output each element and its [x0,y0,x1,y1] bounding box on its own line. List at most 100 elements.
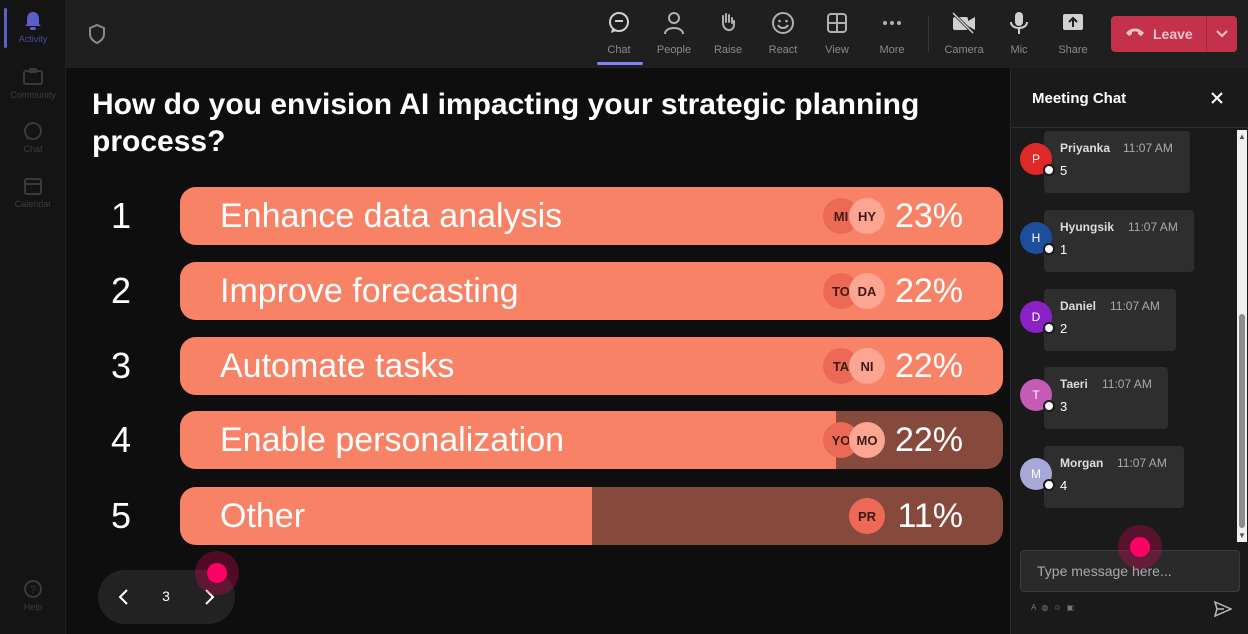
microphone-icon [1006,10,1032,36]
chat-message[interactable]: Taeri 11:07 AM 3 T [1011,367,1241,431]
share-label: Share [1058,44,1088,56]
rail-item-activity[interactable]: Activity [0,10,66,60]
message-bubble: Priyanka 11:07 AM 5 [1044,131,1190,193]
more-dots-icon [879,10,905,36]
poll-option-bar[interactable]: Enhance data analysis MI HY 23% [180,187,1003,245]
community-icon [22,66,44,88]
grid-view-icon [824,10,850,36]
share-button[interactable]: Share [1048,10,1098,60]
send-icon [1213,600,1233,618]
voter-avatar: PR [849,498,885,534]
mic-label: Mic [1010,44,1028,56]
poll-option-percent: 11% [897,497,963,535]
emoji-icon [770,10,796,36]
chat-message[interactable]: Daniel 11:07 AM 2 D [1011,289,1241,353]
chat-button[interactable]: Chat [594,10,644,60]
chat-message[interactable]: Morgan 11:07 AM 4 M [1011,446,1241,510]
voter-avatar: NI [849,348,885,384]
rail-label: Help [23,602,43,612]
bell-icon [22,10,44,32]
poll-option-label: Automate tasks [220,347,455,385]
scroll-up-arrow-icon[interactable]: ▲ [1238,132,1246,141]
message-text: 2 [1060,321,1068,336]
people-button[interactable]: People [649,10,699,60]
message-bubble: Taeri 11:07 AM 3 [1044,367,1168,429]
chat-scrollbar[interactable]: ▲ ▼ [1237,130,1247,542]
more-button[interactable]: More [867,10,917,60]
poll-option-bar[interactable]: Enable personalization YO MO 22% [180,411,1003,469]
meeting-toolbar: Chat People Raise React View More [66,0,1248,68]
gif-icon[interactable]: ▣ [1066,603,1075,612]
emoji-picker-icon[interactable]: ☺ [1053,603,1062,612]
option-number: 3 [110,345,132,386]
previous-page-button[interactable] [114,587,134,607]
close-icon [1211,92,1223,104]
chevron-right-icon [205,589,215,605]
rail-label: Chat [23,144,43,154]
raise-hand-button[interactable]: Raise [703,10,753,60]
format-text-icon[interactable]: A [1031,603,1037,612]
chevron-down-icon [1216,25,1228,43]
option-number: 1 [110,195,132,236]
chat-icon [22,120,44,142]
chat-title: Meeting Chat [1032,90,1127,107]
option-number: 2 [110,270,132,311]
message-sender: Taeri [1060,377,1088,391]
scroll-down-arrow-icon[interactable]: ▼ [1238,531,1246,540]
poll-option-bar[interactable]: Improve forecasting TO DA 22% [180,262,1003,320]
poll-option-percent: 22% [894,347,963,385]
message-sender: Priyanka [1060,141,1111,155]
rail-item-chat[interactable]: Chat [0,120,66,170]
message-text: 1 [1060,242,1068,257]
message-time: 11:07 AM [1123,141,1173,155]
pointer-indicator [1118,525,1162,569]
scrollbar-thumb[interactable] [1239,314,1245,528]
presence-status-icon [1043,243,1055,255]
calendar-icon [22,175,44,197]
chat-bubble-icon [606,10,632,36]
presence-status-icon [1043,322,1055,334]
chat-header: Meeting Chat [1011,68,1248,128]
camera-button[interactable]: Camera [939,10,989,60]
poll-option-fill [180,487,592,545]
page-number: 3 [162,588,170,604]
voter-avatar: MO [849,422,885,458]
rail-item-help[interactable]: ? Help [0,578,66,628]
presence-status-icon [1043,400,1055,412]
close-chat-button[interactable] [1209,90,1225,106]
chat-message[interactable]: Hyungsik 11:07 AM 1 H [1011,210,1241,274]
poll-option-label: Improve forecasting [220,272,519,310]
next-page-button[interactable] [199,587,219,607]
send-button[interactable] [1213,600,1233,618]
share-screen-icon [1060,10,1086,36]
format-toolbar: A ◍ ☺ ▣ [1031,603,1074,612]
message-sender: Daniel [1060,299,1097,313]
attach-icon[interactable]: ◍ [1041,603,1049,612]
leave-main[interactable]: Leave [1111,16,1207,52]
react-button[interactable]: React [758,10,808,60]
poll-option-label: Other [220,497,306,535]
rail-label: Activity [18,34,48,44]
toolbar-divider [928,16,929,52]
poll-option-bar[interactable]: Automate tasks TA NI 22% [180,337,1003,395]
chat-message[interactable]: Priyanka 11:07 AM 5 P [1011,131,1241,195]
rail-item-calendar[interactable]: Calendar [0,175,66,225]
leave-options-dropdown[interactable] [1207,25,1237,43]
poll-option-percent: 23% [894,197,963,235]
shield-icon [88,23,106,45]
leave-label: Leave [1153,26,1193,42]
poll-option-label: Enhance data analysis [220,197,563,235]
presence-status-icon [1043,479,1055,491]
message-sender: Hyungsik [1060,220,1115,234]
poll-option-bar[interactable]: Other PR 11% [180,487,1003,545]
mic-button[interactable]: Mic [994,10,1044,60]
view-button[interactable]: View [812,10,862,60]
option-number: 4 [110,419,132,460]
message-sender: Morgan [1060,456,1104,470]
phone-hangup-icon [1125,25,1145,43]
chat-message-input[interactable] [1020,550,1240,592]
chevron-left-icon [118,589,128,605]
rail-item-community[interactable]: Community [0,66,66,116]
leave-button[interactable]: Leave [1111,16,1237,52]
svg-text:?: ? [30,585,36,596]
